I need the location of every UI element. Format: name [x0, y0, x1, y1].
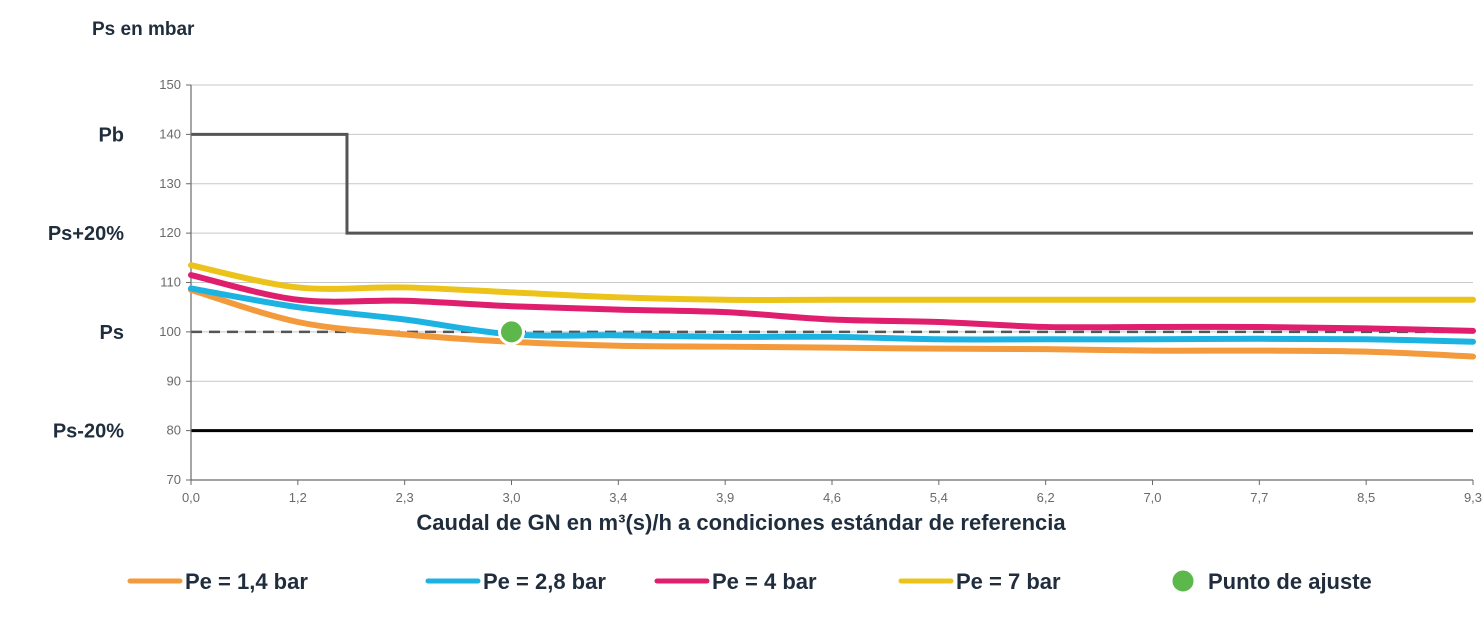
reference-labels: Pb Ps+20% Ps Ps-20% [48, 124, 124, 442]
x-tick-label: 2,3 [396, 490, 414, 505]
legend-label: Pe = 2,8 bar [483, 569, 606, 594]
x-tick-label: 4,6 [823, 490, 841, 505]
adjust-point [498, 318, 525, 346]
adjust-point-marker [498, 318, 525, 346]
x-tick-label: 0,0 [182, 490, 200, 505]
y-tick-label: 80 [167, 423, 181, 438]
reference-label: Ps-20% [53, 421, 124, 443]
legend-label: Pe = 7 bar [956, 569, 1061, 594]
y-tick-label: 150 [159, 77, 181, 92]
reference-label: Ps [100, 322, 124, 344]
y-tick-label: 110 [160, 275, 181, 290]
reference-label: Pb [98, 124, 124, 146]
series-line-1 [188, 286, 1476, 360]
x-tick-labels: 0,0 1,2 2,3 3,0 3,4 3,9 4,6 5,4 6,2 7,0 7,7 8,5 9,3 [182, 490, 1482, 505]
series-line-4 [188, 262, 1476, 303]
legend-marker [1169, 567, 1197, 595]
y-tick-label: 140 [159, 126, 181, 141]
reference-label: Ps+20% [48, 223, 124, 245]
axes [186, 84, 1474, 485]
series-lines [188, 262, 1476, 360]
x-tick-label: 7,0 [1143, 490, 1161, 505]
x-tick-label: 6,2 [1037, 490, 1055, 505]
limit-lines [191, 132, 1473, 433]
x-tick-label: 9,3 [1464, 490, 1482, 505]
y-tick-label: 70 [167, 472, 181, 487]
series-line-2 [188, 285, 1476, 345]
y-tick-label: 120 [159, 225, 181, 240]
series-line-3 [188, 272, 1476, 334]
legend-label: Pe = 4 bar [712, 569, 817, 594]
legend-label: Punto de ajuste [1208, 569, 1372, 594]
y-tick-label: 90 [167, 373, 181, 388]
limit-line-pb-step [191, 132, 1473, 235]
legend: Pe = 1,4 bar Pe = 2,8 bar Pe = 4 bar Pe = 7… [127, 567, 1372, 595]
x-tick-label: 1,2 [289, 490, 307, 505]
x-tick-label: 7,7 [1250, 490, 1268, 505]
y-tick-label: 100 [159, 324, 181, 339]
x-tick-label: 5,4 [930, 490, 948, 505]
x-tick-label: 8,5 [1357, 490, 1375, 505]
x-tick-label: 3,9 [716, 490, 734, 505]
x-tick-label: 3,4 [609, 490, 627, 505]
y-axis-title: Ps en mbar [92, 19, 195, 40]
legend-label: Pe = 1,4 bar [185, 569, 308, 594]
grid-lines [191, 84, 1473, 432]
y-tick-labels: 70 80 90 100 110 120 130 140 150 [159, 77, 181, 487]
x-tick-label: 3,0 [502, 490, 520, 505]
y-tick-label: 130 [159, 176, 181, 191]
x-axis-title: Caudal de GN en m³(s)/h a condiciones es… [416, 510, 1066, 535]
